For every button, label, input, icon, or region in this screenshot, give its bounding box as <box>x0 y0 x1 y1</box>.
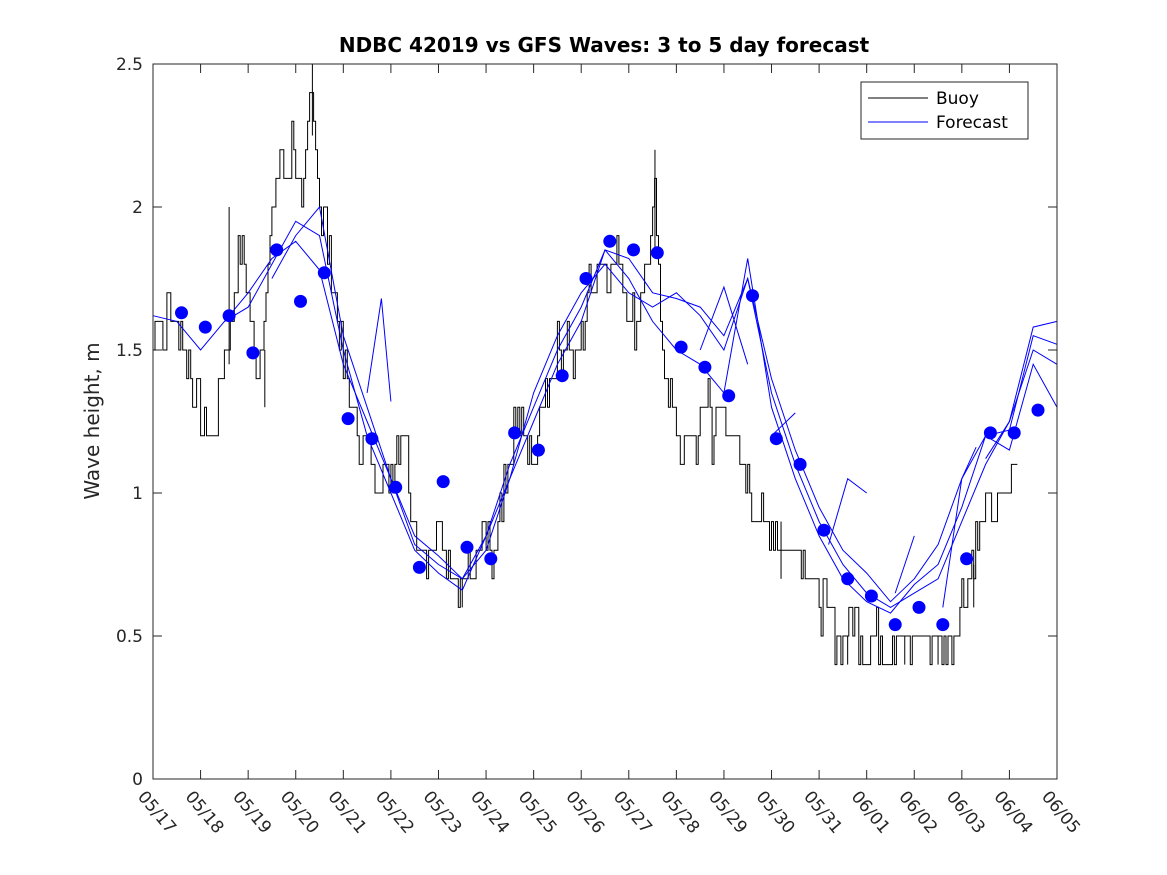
forecast-marker <box>460 540 474 554</box>
y-tick-label: 1.5 <box>116 341 143 361</box>
forecast-series <box>152 205 1058 614</box>
forecast-marker <box>864 589 878 603</box>
forecast-markers <box>175 234 1045 632</box>
plot-frame <box>152 63 1058 780</box>
forecast-line <box>942 446 977 608</box>
y-tick-label: 2.5 <box>116 55 143 75</box>
legend-forecast-label: Forecast <box>936 113 1008 133</box>
y-axis-label: Wave height, m <box>80 342 104 499</box>
forecast-marker <box>627 243 640 257</box>
forecast-marker <box>603 234 617 248</box>
forecast-marker <box>722 389 736 403</box>
forecast-marker <box>888 618 902 632</box>
forecast-marker <box>912 600 926 614</box>
forecast-marker <box>365 432 379 446</box>
forecast-line <box>699 285 749 365</box>
forecast-marker <box>579 272 593 285</box>
forecast-line <box>894 535 915 594</box>
y-axis: 0 0.5 1 1.5 2 2.5 <box>116 55 1057 790</box>
forecast-marker <box>317 266 331 280</box>
forecast-marker <box>175 306 188 320</box>
forecast-marker <box>698 360 712 374</box>
forecast-marker <box>960 552 974 566</box>
forecast-marker <box>746 289 759 303</box>
forecast-marker <box>246 346 260 360</box>
forecast-marker <box>650 246 664 260</box>
forecast-marker <box>389 480 403 494</box>
forecast-marker <box>508 426 522 440</box>
forecast-line <box>366 298 392 402</box>
forecast-marker <box>1031 403 1045 417</box>
buoy-series <box>153 64 1018 666</box>
forecast-marker <box>769 432 783 446</box>
forecast-marker <box>436 475 450 489</box>
plot-area <box>153 64 1057 779</box>
forecast-marker <box>484 552 498 566</box>
forecast-marker <box>674 340 688 354</box>
forecast-marker <box>983 426 997 440</box>
forecast-marker <box>531 443 545 457</box>
forecast-marker <box>198 320 212 334</box>
forecast-marker <box>936 618 950 632</box>
chart-title: NDBC 42019 vs GFS Waves: 3 to 5 day fore… <box>339 33 870 57</box>
forecast-marker <box>555 369 569 383</box>
forecast-line <box>985 320 1058 459</box>
forecast-line <box>771 412 796 437</box>
y-tick-label: 1 <box>132 484 143 504</box>
legend-box <box>860 81 1029 140</box>
forecast-line <box>828 477 868 545</box>
forecast-marker <box>222 309 236 323</box>
y-tick-label: 0 <box>132 770 143 790</box>
legend-buoy-label: Buoy <box>936 89 979 109</box>
buoy-line <box>153 92 1018 666</box>
forecast-marker <box>817 523 831 537</box>
legend: Buoy Forecast <box>860 81 1029 140</box>
forecast-marker <box>270 243 284 257</box>
y-tick-label: 2 <box>132 198 143 218</box>
y-tick-label: 0.5 <box>116 627 143 647</box>
forecast-marker <box>1007 426 1021 440</box>
forecast-marker <box>412 560 426 574</box>
forecast-marker <box>841 572 855 586</box>
forecast-marker <box>341 412 355 426</box>
forecast-marker <box>793 457 807 471</box>
forecast-line <box>271 205 1058 603</box>
forecast-marker <box>294 294 307 308</box>
